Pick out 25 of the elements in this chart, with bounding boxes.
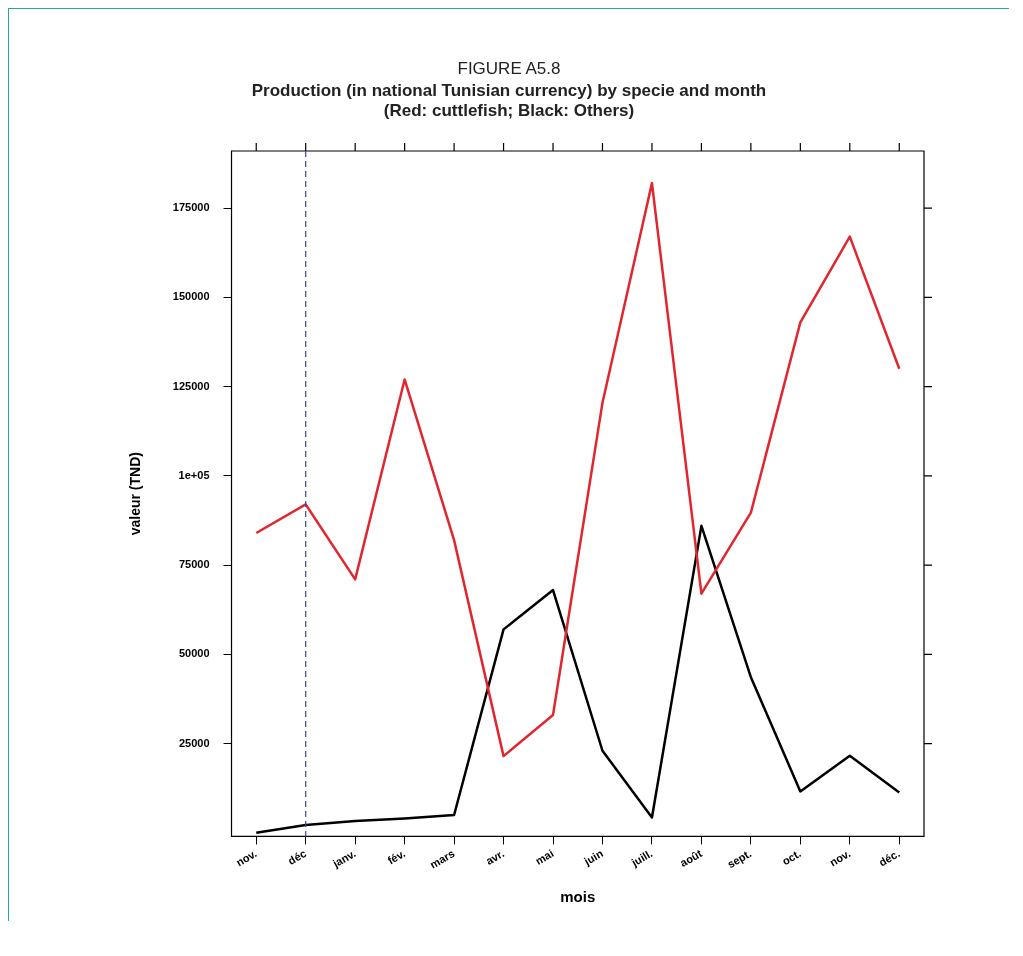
x-tick-label: janv. — [329, 847, 358, 871]
x-tick-label: juill. — [628, 847, 655, 869]
y-axis-title: valeur (TND) — [127, 452, 144, 536]
x-tick-label: déc. — [876, 847, 902, 869]
y-tick-label: 125000 — [172, 379, 210, 392]
y-tick-label: 25000 — [178, 736, 210, 749]
chart-subtitle: Production (in national Tunisian currency) by specie and month (Red: cuttlefish; Black: Others) — [250, 81, 768, 121]
y-tick-label: 150000 — [172, 290, 210, 303]
y-tick-label: 50000 — [178, 647, 210, 660]
y-tick-label: 1e+05 — [178, 468, 210, 481]
x-tick-label: mars — [427, 847, 457, 871]
y-tick-label: 175000 — [172, 201, 210, 214]
x-tick-label: avr. — [483, 847, 507, 867]
x-tick-label: déc — [285, 847, 309, 867]
x-tick-label: sept. — [725, 847, 754, 871]
chart-title: FIGURE A5.8 — [456, 59, 562, 79]
x-tick-label: nov. — [827, 847, 853, 869]
x-tick-label: fév. — [385, 847, 408, 867]
x-tick-label: oct. — [779, 847, 803, 868]
x-tick-label: juin — [581, 846, 606, 868]
x-tick-label: nov. — [233, 847, 259, 869]
x-tick-label: août — [677, 846, 705, 870]
x-tick-label: mai — [533, 847, 556, 867]
x-axis-title: mois — [560, 888, 596, 906]
y-tick-label: 75000 — [178, 558, 210, 571]
